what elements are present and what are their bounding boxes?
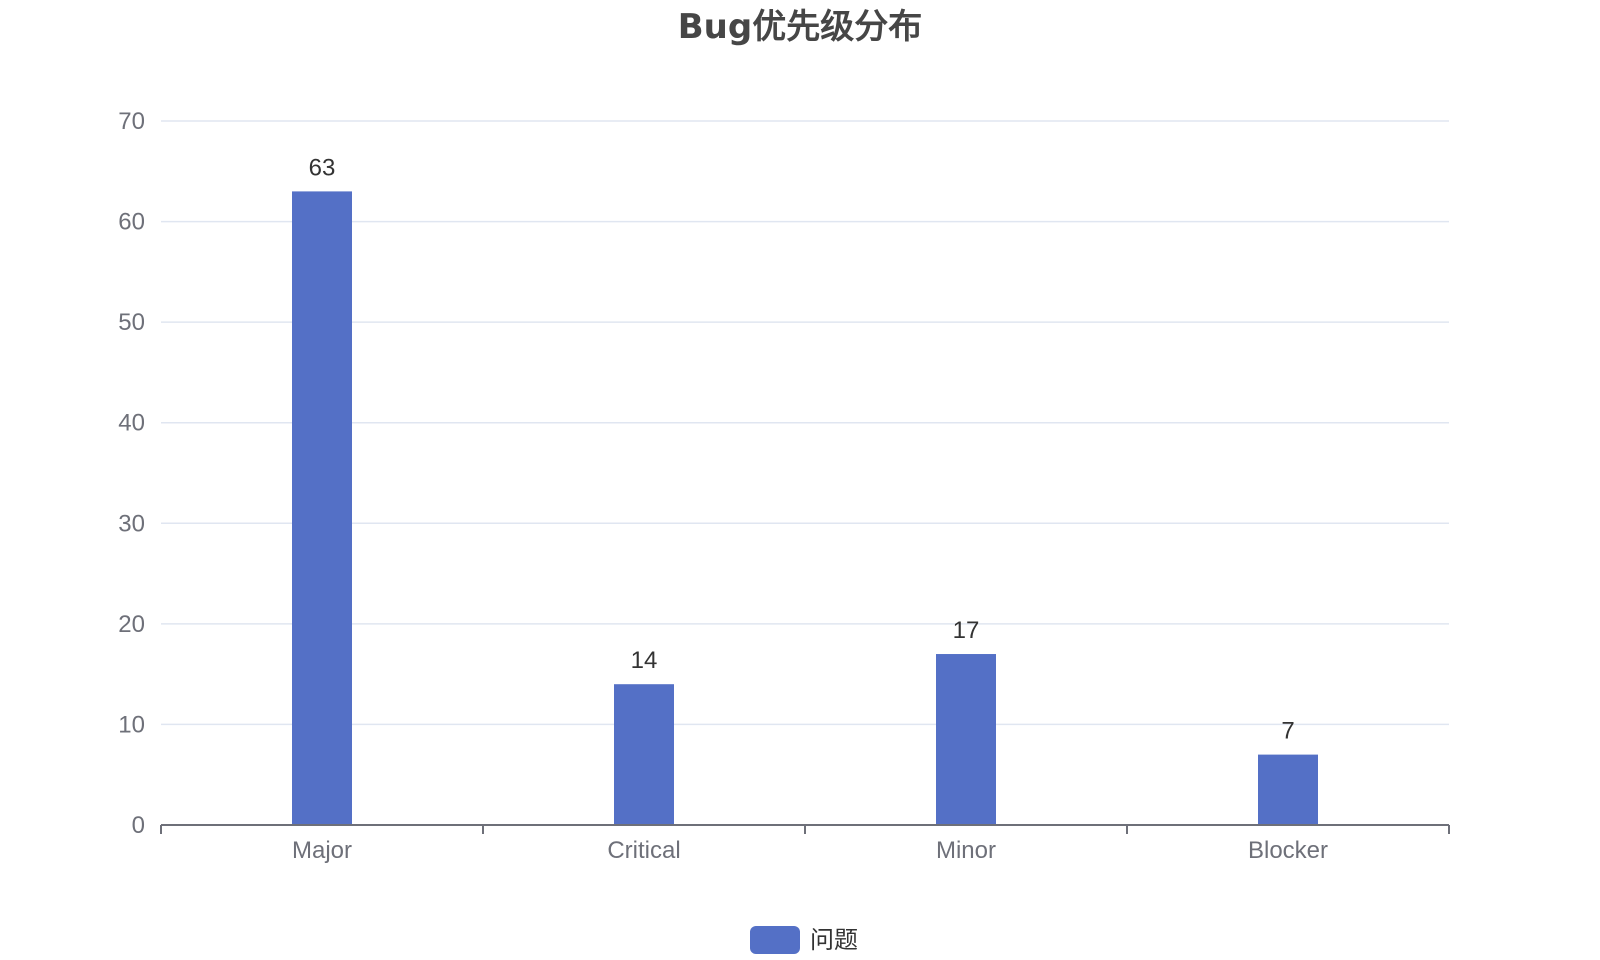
y-tick-label: 70 — [118, 108, 145, 135]
data-label: 17 — [953, 617, 980, 644]
bars — [292, 191, 1318, 825]
legend-swatch[interactable] — [750, 926, 800, 954]
chart-title: Bug优先级分布 — [678, 7, 922, 47]
bar-minor — [936, 654, 996, 825]
y-tick-label: 30 — [118, 510, 145, 537]
y-axis-ticks: 0 10 20 30 40 50 60 70 — [118, 108, 145, 839]
data-labels: 63 14 17 7 — [309, 154, 1295, 744]
bar-critical — [614, 684, 674, 825]
y-tick-label: 60 — [118, 209, 145, 236]
data-label: 63 — [309, 154, 336, 181]
y-tick-label: 50 — [118, 309, 145, 336]
y-tick-label: 0 — [132, 812, 145, 839]
x-tick-label: Critical — [607, 837, 680, 864]
x-axis: Major Critical Minor Blocker — [160, 824, 1450, 864]
y-tick-label: 10 — [118, 711, 145, 738]
bar-major — [292, 191, 352, 825]
y-tick-label: 20 — [118, 611, 145, 638]
x-tick-label: Minor — [936, 837, 996, 864]
bar-blocker — [1258, 754, 1318, 825]
legend-label[interactable]: 问题 — [810, 926, 858, 954]
data-label: 14 — [631, 647, 658, 674]
x-tick-label: Blocker — [1248, 837, 1328, 864]
x-tick-label: Major — [292, 837, 352, 864]
gridlines — [161, 120, 1449, 726]
legend[interactable]: 问题 — [750, 926, 858, 954]
data-label: 7 — [1281, 718, 1294, 745]
y-tick-label: 40 — [118, 410, 145, 437]
